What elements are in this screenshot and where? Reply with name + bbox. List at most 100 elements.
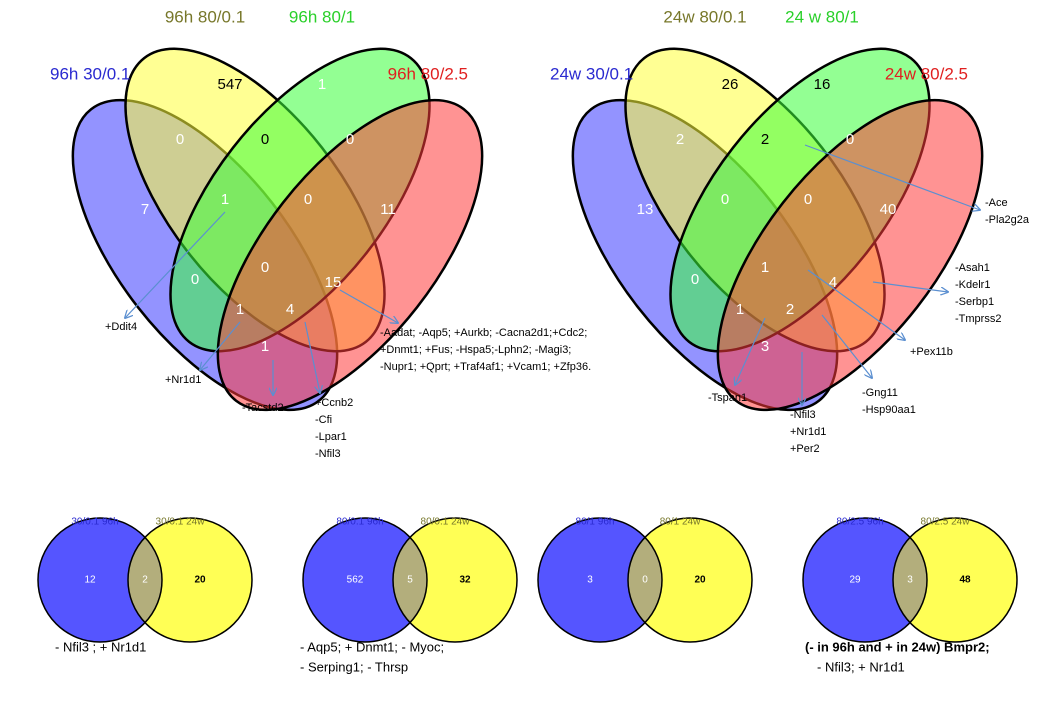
arrow — [821, 314, 872, 378]
region-count: 0 — [846, 131, 854, 148]
arrow — [125, 211, 226, 318]
gene-label: +Per2 — [790, 443, 820, 455]
note: - Serping1; - Thrsp — [300, 659, 408, 674]
gene-label: -Kdelr1 — [955, 279, 990, 291]
outline — [37, 517, 163, 643]
outline — [127, 517, 253, 643]
region-count: 0 — [642, 575, 648, 586]
note: - Nfil3; + Nr1d1 — [817, 659, 905, 674]
outline — [392, 517, 518, 643]
region-count: 20 — [694, 575, 706, 586]
region-count: 3 — [587, 575, 593, 586]
set-circle — [803, 518, 927, 642]
outline — [627, 517, 753, 643]
gene-label: +Pex11b — [910, 346, 953, 358]
gene-label: -Serbp1 — [955, 296, 994, 308]
gene-label: +Nr1d1 — [165, 374, 201, 386]
set-label: 80/2.5 24w — [921, 517, 971, 528]
region-count: 0 — [304, 191, 312, 208]
set-label: 96h 30/0.1 — [50, 64, 130, 83]
region-count: 1 — [318, 76, 326, 93]
region-count: 0 — [261, 259, 269, 276]
gene-label: -Nfil3 — [315, 448, 341, 460]
set-label: 30/0.1 24w — [156, 517, 206, 528]
region-count: 3 — [761, 338, 769, 355]
region-count: 3 — [907, 575, 913, 586]
region-count: 12 — [84, 575, 96, 586]
set-circle — [128, 518, 252, 642]
region-count: 4 — [286, 301, 294, 318]
region-count: 15 — [325, 274, 342, 291]
region-count: 562 — [347, 575, 364, 586]
region-count: 0 — [804, 191, 812, 208]
region-count: 2 — [786, 301, 794, 318]
region-count: 7 — [141, 201, 149, 218]
region-count: 1 — [736, 301, 744, 318]
gene-label: -Aadat; -Aqp5; +Aurkb; -Cacna2d1;+Cdc2; — [380, 327, 587, 339]
region-count: 2 — [142, 575, 148, 586]
gene-label: -Tmprss2 — [955, 313, 1001, 325]
gene-label: -Ace — [985, 197, 1008, 209]
region-count: 0 — [176, 131, 184, 148]
set-label: 24 w 80/1 — [785, 7, 859, 26]
gene-label: -Nfil3 — [790, 409, 816, 421]
arrow — [872, 281, 948, 292]
region-count: 13 — [637, 201, 654, 218]
gene-label: -Pla2g2a — [985, 214, 1030, 226]
region-count: 2 — [761, 131, 769, 148]
gene-label: +Ccnb2 — [315, 397, 353, 409]
region-count: 4 — [829, 274, 837, 291]
outline — [892, 517, 1018, 643]
region-count: 5 — [407, 575, 413, 586]
note: - Aqp5; + Dnmt1; - Myoc; — [300, 639, 444, 654]
region-count: 16 — [814, 76, 831, 93]
region-count: 40 — [880, 201, 897, 218]
gene-label: +Ddit4 — [105, 321, 137, 333]
region-count: 1 — [236, 301, 244, 318]
region-count: 1 — [221, 191, 229, 208]
region-count: 1 — [761, 259, 769, 276]
gene-label: -Cfi — [315, 414, 332, 426]
gene-label: -Gng11 — [862, 387, 898, 399]
note: - Nfil3 ; + Nr1d1 — [55, 639, 146, 654]
region-count: 26 — [722, 76, 739, 93]
region-count: 11 — [380, 201, 396, 218]
gene-label: -Asah1 — [955, 262, 990, 274]
region-count: 0 — [721, 191, 729, 208]
gene-label: -Lpar1 — [315, 431, 347, 443]
set-label: 96h 80/0.1 — [165, 7, 245, 26]
venn-4 — [71, 47, 484, 412]
set-circle — [893, 518, 1017, 642]
set-circle — [303, 518, 427, 642]
set-circle — [538, 518, 662, 642]
set-label: 80/0.1 24w — [421, 517, 471, 528]
set-label: 96h 80/1 — [289, 7, 355, 26]
arrow — [200, 321, 241, 370]
region-count: 2 — [676, 131, 684, 148]
gene-label: -Tacstd2 — [242, 402, 284, 414]
arrow — [807, 269, 905, 340]
gene-label: -Hsp90aa1 — [862, 404, 916, 416]
set-circle — [628, 518, 752, 642]
set-label: 80/0.1 96h — [336, 517, 383, 528]
set-label: 80/1 24w — [660, 517, 701, 528]
region-count: 0 — [261, 131, 269, 148]
gene-label: +Dnmt1; +Fus; -Hspa5;-Lphn2; -Magi3; — [380, 344, 571, 356]
arrow — [735, 317, 766, 385]
region-count: 29 — [849, 575, 861, 586]
set-label: 96h 80/2.5 — [388, 64, 468, 83]
set-ellipse — [216, 98, 484, 412]
note: (- in 96h and + in 24w) Bmpr2; — [805, 639, 990, 654]
set-label: 30/0.1 96h — [71, 517, 118, 528]
set-ellipse — [716, 98, 984, 412]
arrow — [304, 321, 320, 393]
region-count: 0 — [346, 131, 354, 148]
outline — [302, 517, 428, 643]
region-count: 20 — [194, 575, 206, 586]
gene-label: -Nupr1; +Qprt; +Traf4af1; +Vcam1; +Zfp36… — [380, 361, 591, 373]
gene-label: +Nr1d1 — [790, 426, 826, 438]
set-circle — [393, 518, 517, 642]
set-label: 24w 80/0.1 — [663, 7, 746, 26]
set-circle — [38, 518, 162, 642]
